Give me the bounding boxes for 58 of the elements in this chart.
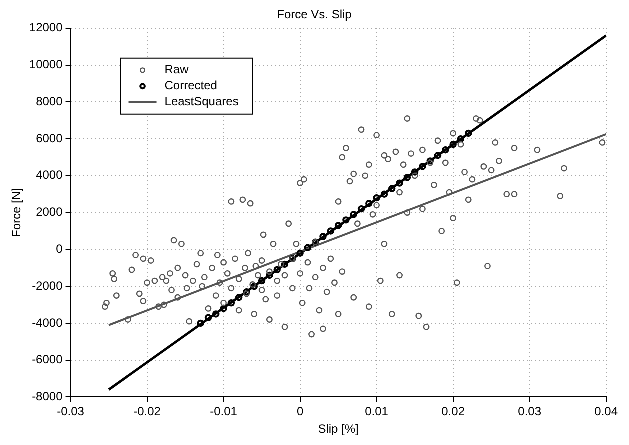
point <box>411 168 419 176</box>
x-tick-label: 0.02 <box>442 404 466 419</box>
point <box>320 233 327 240</box>
x-tick-label: 0.04 <box>594 404 618 419</box>
point <box>419 163 426 170</box>
point <box>342 216 350 224</box>
point <box>274 266 281 274</box>
y-tick-label: -4000 <box>32 316 64 330</box>
y-tick-label: 6000 <box>36 131 64 146</box>
point <box>373 194 380 202</box>
point <box>404 174 412 182</box>
point <box>434 152 442 160</box>
point <box>334 222 342 230</box>
point <box>197 320 204 328</box>
point <box>380 190 388 198</box>
x-tick-label: -0.02 <box>134 404 162 419</box>
x-tick-label: -0.01 <box>210 404 238 419</box>
point <box>212 310 220 318</box>
point <box>388 185 396 192</box>
x-tick-label: 0.01 <box>365 404 389 419</box>
point <box>358 206 366 213</box>
legend-label: Corrected <box>164 78 218 93</box>
point <box>457 135 465 143</box>
y-tick-label: 12000 <box>29 20 64 35</box>
y-tick-label: -8000 <box>32 390 64 404</box>
y-tick-label: 4000 <box>36 168 64 182</box>
point <box>250 282 258 290</box>
point <box>266 272 274 280</box>
point <box>220 305 228 312</box>
point <box>204 314 212 322</box>
legend-label: LeastSquares <box>164 94 239 109</box>
point <box>450 140 457 148</box>
point <box>235 294 243 302</box>
legend-label: Raw <box>164 62 190 77</box>
point <box>304 244 312 252</box>
point <box>281 260 289 268</box>
point <box>465 130 472 138</box>
point <box>396 180 404 187</box>
point <box>243 288 250 296</box>
point <box>442 146 450 154</box>
point <box>296 250 304 257</box>
y-tick-label: -2000 <box>32 278 64 293</box>
y-axis-title: Force [N] <box>10 188 24 238</box>
y-tick-label: -6000 <box>32 352 64 367</box>
y-tick-label: 10000 <box>29 58 64 72</box>
chart-title: Force Vs. Slip <box>277 8 352 22</box>
y-tick-label: 8000 <box>36 94 64 108</box>
x-tick-label: 0.03 <box>518 404 542 419</box>
x-axis-title: Slip [%] <box>318 422 359 436</box>
point <box>228 300 236 307</box>
y-tick-label: 0 <box>56 242 64 256</box>
point <box>350 211 358 218</box>
point <box>258 277 266 285</box>
point <box>366 200 373 208</box>
point <box>327 228 334 235</box>
x-tick-label: 0 <box>296 404 304 419</box>
x-tick-label: -0.03 <box>57 404 85 419</box>
y-tick-label: 2000 <box>36 205 64 220</box>
